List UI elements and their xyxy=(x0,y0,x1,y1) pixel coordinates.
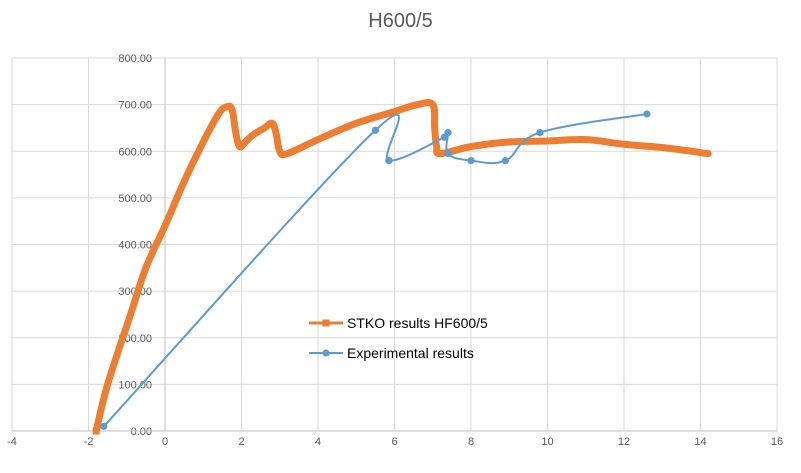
series-line xyxy=(102,112,648,428)
x-tick-label: 2 xyxy=(238,436,244,448)
y-tick-label: 100.00 xyxy=(118,379,152,391)
y-tick-label: 700.00 xyxy=(118,100,152,112)
x-tick-label: 10 xyxy=(541,436,553,448)
chart-title: H600/5 xyxy=(368,10,433,32)
series-1 xyxy=(92,98,712,435)
data-point xyxy=(444,129,452,137)
x-tick-label: 16 xyxy=(771,436,783,448)
x-tick-label: 14 xyxy=(694,436,706,448)
y-tick-label: 800.00 xyxy=(118,53,152,65)
legend-label: STKO results HF600/5 xyxy=(347,315,488,331)
legend-marker xyxy=(322,319,330,327)
y-tick-label: 600.00 xyxy=(118,146,152,158)
x-tick-label: 4 xyxy=(315,436,321,448)
x-tick-label: 6 xyxy=(391,436,397,448)
x-tick-label: 8 xyxy=(468,436,474,448)
data-point xyxy=(92,427,100,435)
series-2 xyxy=(100,110,651,430)
data-point xyxy=(467,156,475,165)
y-tick-label: 0.00 xyxy=(131,426,152,438)
axes: -4 -2 0 2 4 6 8 10 12 14 160.00100.00200.00300.004… xyxy=(7,53,783,448)
legend-label: Experimental results xyxy=(347,345,474,361)
data-point xyxy=(371,126,379,134)
data-point xyxy=(643,110,651,118)
x-tick-label: 12 xyxy=(618,436,630,448)
legend: STKO results HF600/5 Experimental results xyxy=(309,315,488,361)
legend-marker xyxy=(322,349,330,357)
data-point xyxy=(444,149,452,158)
x-tick-label: -2 xyxy=(84,436,94,448)
series-line xyxy=(92,98,712,435)
data-point xyxy=(436,150,444,158)
y-tick-label: 500.00 xyxy=(118,193,152,205)
data-point xyxy=(501,156,510,165)
data-point xyxy=(385,156,393,165)
x-tick-label: -4 xyxy=(7,436,17,448)
plot-area xyxy=(92,98,712,435)
data-point xyxy=(100,422,108,430)
y-tick-label: 400.00 xyxy=(118,240,152,252)
x-tick-label: 0 xyxy=(162,436,168,448)
data-point xyxy=(536,129,544,137)
